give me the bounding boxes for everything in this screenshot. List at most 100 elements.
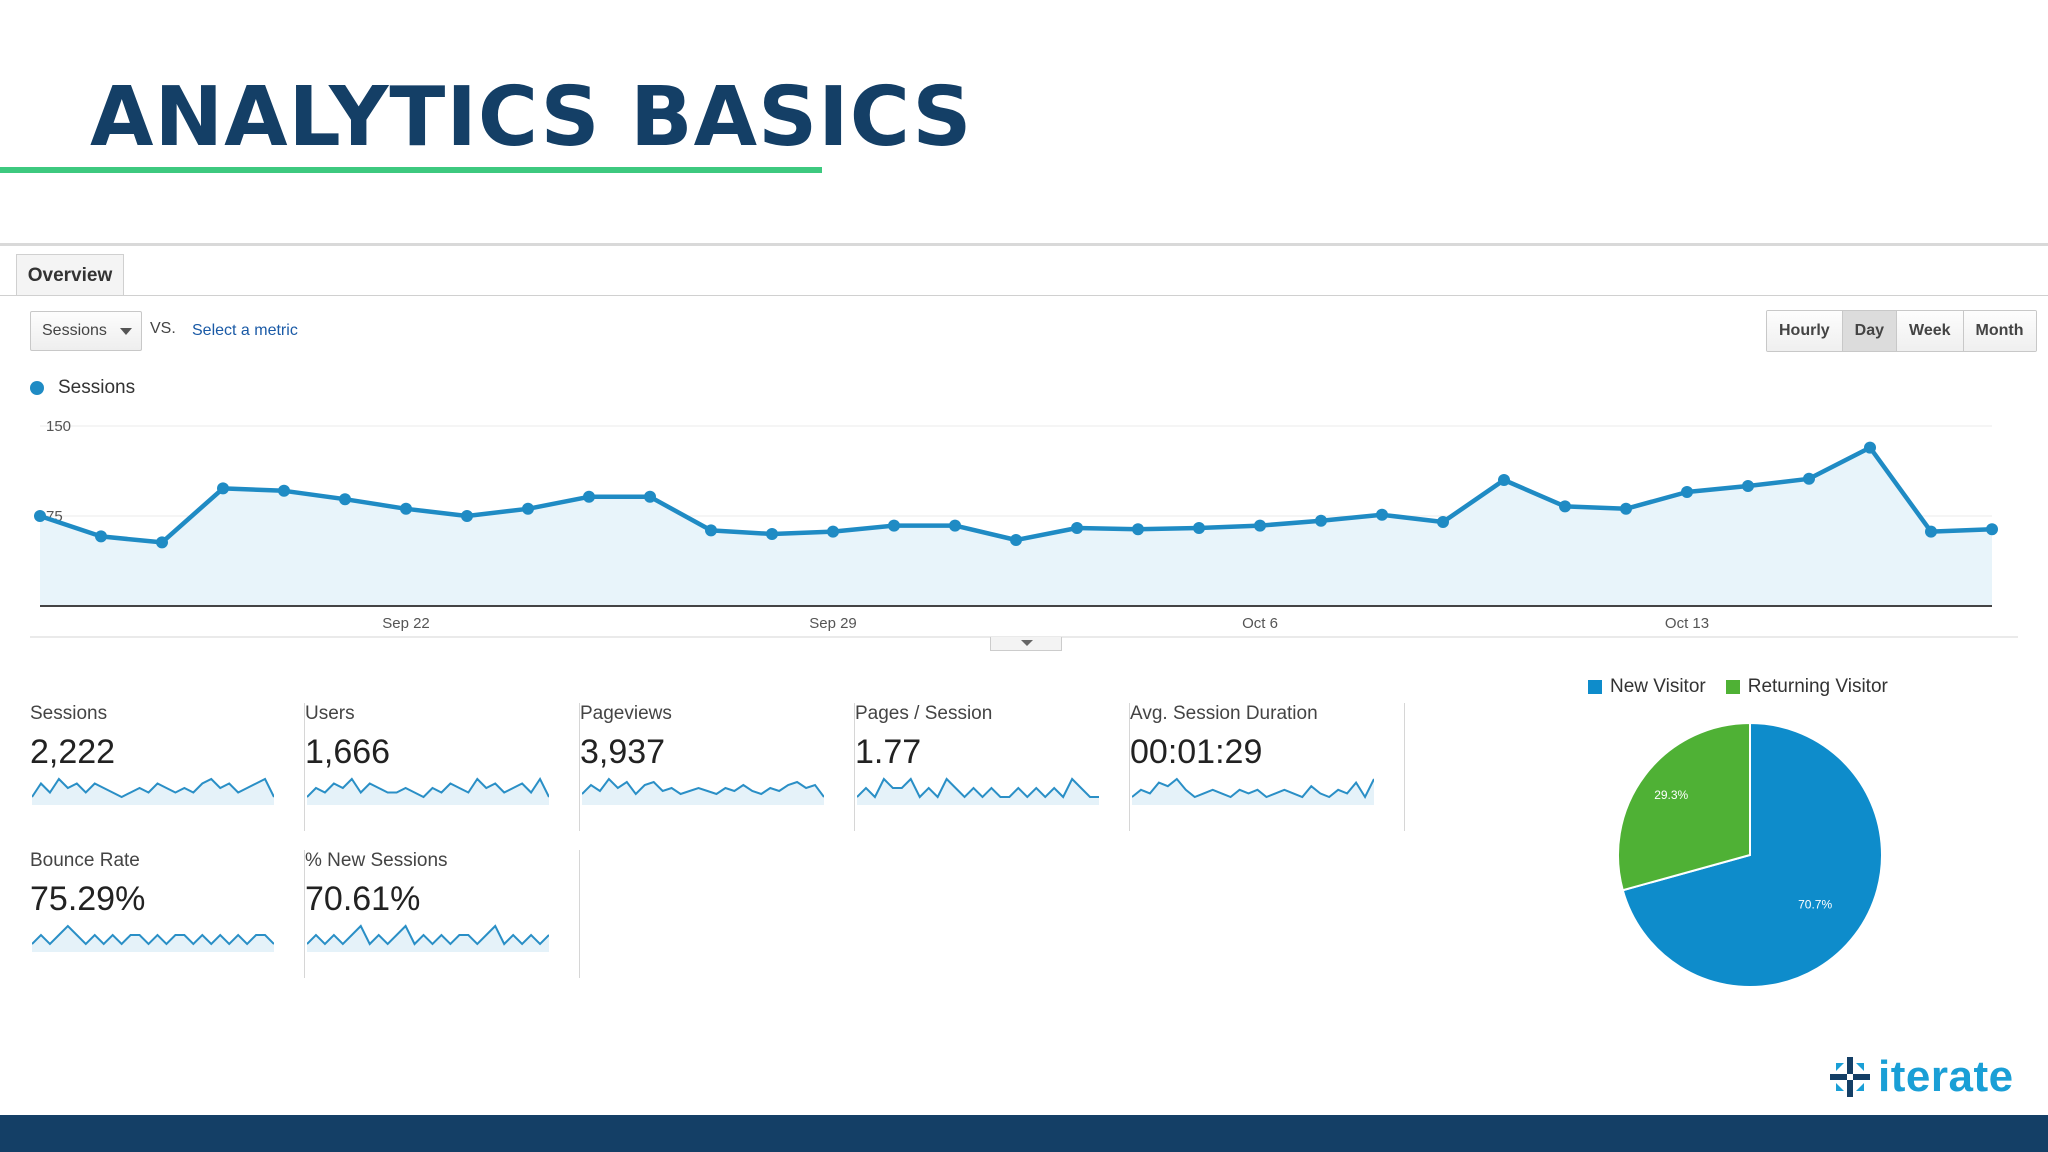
iterate-logo-icon <box>1830 1057 1870 1097</box>
data-point[interactable] <box>1986 523 1998 536</box>
legend-dot-icon <box>30 381 44 395</box>
data-point[interactable] <box>1559 500 1571 513</box>
data-point[interactable] <box>1803 472 1815 485</box>
pie-legend-returning-visitor[interactable]: Returning Visitor <box>1725 676 1888 698</box>
x-tick-label: Oct 6 <box>1242 615 1278 632</box>
sparkline-area <box>582 779 824 805</box>
data-point[interactable] <box>888 519 900 532</box>
period-day-button[interactable]: Day <box>1842 311 1898 351</box>
sparkline-area <box>32 779 274 805</box>
data-point[interactable] <box>644 490 656 503</box>
sparkline <box>1132 777 1374 805</box>
data-point[interactable] <box>1193 522 1205 534</box>
pie-slice-label: 70.7% <box>1798 898 1832 912</box>
data-point[interactable] <box>827 525 839 538</box>
sparkline-area <box>32 926 274 952</box>
scorecard[interactable]: Users 1,666 <box>305 703 580 831</box>
chart-legend: Sessions <box>30 377 135 399</box>
data-point[interactable] <box>1864 441 1876 454</box>
data-point[interactable] <box>522 502 534 515</box>
scorecard-value: 1,666 <box>305 733 391 771</box>
tab-overview[interactable]: Overview <box>16 254 124 296</box>
data-point[interactable] <box>949 519 961 532</box>
sparkline <box>582 777 824 805</box>
data-point[interactable] <box>156 536 168 549</box>
scorecard-label: Pageviews <box>580 703 672 724</box>
pie-legend-label: Returning Visitor <box>1747 676 1888 697</box>
scorecard-value: 00:01:29 <box>1130 733 1263 771</box>
sparkline <box>307 924 549 952</box>
scorecard-label: Users <box>305 703 355 724</box>
data-point[interactable] <box>1437 516 1449 528</box>
sparkline-line <box>32 777 274 799</box>
data-point[interactable] <box>1925 525 1937 538</box>
scorecard-value: 70.61% <box>305 880 421 918</box>
period-week-button[interactable]: Week <box>1897 311 1964 351</box>
footer-bar <box>0 1115 2048 1152</box>
data-point[interactable] <box>217 482 229 495</box>
data-point[interactable] <box>1010 534 1022 546</box>
scorecard-label: % New Sessions <box>305 850 448 871</box>
data-point[interactable] <box>461 510 473 522</box>
pie-slice[interactable] <box>1617 721 1751 892</box>
pie-slice[interactable] <box>1621 721 1883 988</box>
visitor-pie-chart[interactable]: 70.7% 29.3% <box>1610 715 1890 995</box>
data-point[interactable] <box>400 502 412 515</box>
chart-collapse-toggle[interactable] <box>990 637 1062 651</box>
sessions-area <box>40 447 1992 606</box>
select-metric-link[interactable]: Select a metric <box>192 322 298 339</box>
tab-divider <box>0 295 2048 296</box>
period-toggle: Hourly Day Week Month <box>1766 310 2037 352</box>
sparkline-area <box>307 779 549 805</box>
x-tick-label: Sep 22 <box>382 615 430 632</box>
data-point[interactable] <box>339 493 351 506</box>
sparkline-line <box>582 777 824 798</box>
data-point[interactable] <box>34 510 46 522</box>
pie-legend-new-visitor[interactable]: New Visitor <box>1588 676 1706 698</box>
sparkline-area <box>857 779 1099 805</box>
scorecard[interactable]: % New Sessions 70.61% <box>305 850 580 978</box>
data-point[interactable] <box>1254 519 1266 532</box>
scorecard-value: 75.29% <box>30 880 146 918</box>
scorecard[interactable]: Pages / Session 1.77 <box>855 703 1130 831</box>
sparkline-line <box>307 777 549 799</box>
vs-label: VS. <box>150 320 176 337</box>
scorecard[interactable]: Sessions 2,222 <box>30 703 305 831</box>
data-point[interactable] <box>766 528 778 540</box>
period-month-button[interactable]: Month <box>1963 311 2036 351</box>
data-point[interactable] <box>278 484 290 497</box>
pie-legend: New Visitor Returning Visitor <box>1588 676 1908 698</box>
legend-swatch-icon <box>1588 680 1602 694</box>
sparkline-line <box>1132 777 1374 800</box>
sparkline-line <box>32 924 274 946</box>
x-tick-label: Oct 13 <box>1665 615 1709 632</box>
scorecard[interactable]: Pageviews 3,937 <box>580 703 855 831</box>
scorecard-label: Avg. Session Duration <box>1130 703 1318 724</box>
title-underline <box>0 167 822 173</box>
data-point[interactable] <box>1498 474 1510 486</box>
period-hourly-button[interactable]: Hourly <box>1767 311 1843 351</box>
metric-select[interactable]: Sessions <box>30 311 142 351</box>
scorecard[interactable]: Avg. Session Duration 00:01:29 <box>1130 703 1405 831</box>
data-point[interactable] <box>1315 514 1327 527</box>
data-point[interactable] <box>1620 502 1632 515</box>
data-point[interactable] <box>1071 522 1083 534</box>
data-point[interactable] <box>1376 508 1388 521</box>
legend-label[interactable]: Sessions <box>58 377 136 398</box>
data-point[interactable] <box>1681 486 1693 498</box>
data-point[interactable] <box>583 490 595 503</box>
data-point[interactable] <box>1742 480 1754 492</box>
scorecard-value: 1.77 <box>855 733 922 771</box>
legend-swatch-icon <box>1725 680 1740 694</box>
data-point[interactable] <box>95 530 107 543</box>
y-tick-label: 150 <box>46 418 71 435</box>
sparkline <box>307 777 549 805</box>
data-point[interactable] <box>1132 523 1144 536</box>
iterate-logo: iterate <box>1828 1052 2014 1102</box>
sparkline <box>32 924 274 952</box>
sparkline-line <box>307 924 549 946</box>
data-point[interactable] <box>705 524 717 537</box>
scorecard[interactable]: Bounce Rate 75.29% <box>30 850 305 978</box>
analytics-top-border <box>0 243 2048 246</box>
